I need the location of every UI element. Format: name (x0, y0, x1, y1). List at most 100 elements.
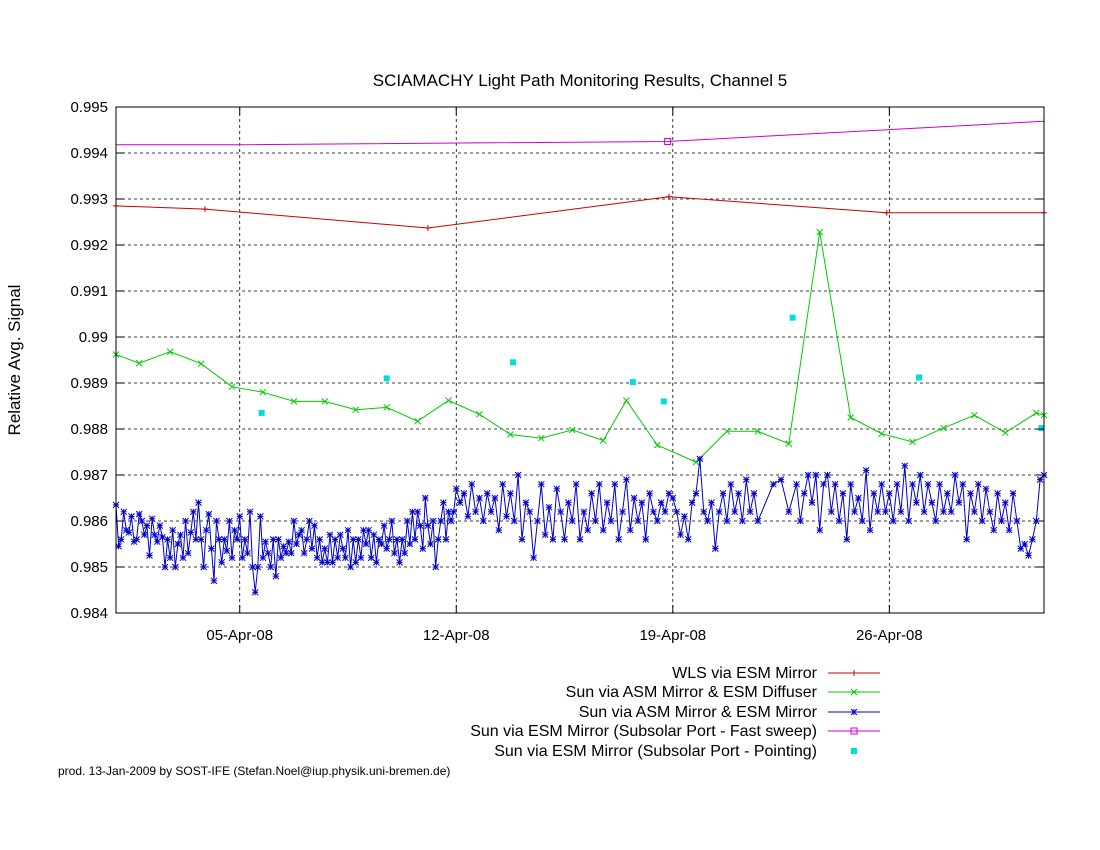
data-point (208, 545, 215, 552)
data-point (901, 462, 909, 470)
series-2 (112, 228, 1048, 466)
data-point (785, 440, 793, 448)
data-point (487, 508, 495, 516)
data-point (403, 517, 411, 525)
data-point (534, 517, 541, 525)
footer-credit: prod. 13-Jan-2009 by SOST-IFE (Stefan.No… (58, 764, 450, 778)
data-point (607, 517, 615, 525)
data-point (460, 490, 468, 497)
data-point (681, 513, 688, 520)
data-point (824, 471, 831, 479)
data-point (507, 490, 514, 497)
data-point (228, 383, 236, 391)
data-point (171, 563, 179, 571)
data-point (424, 522, 432, 529)
data-point (380, 522, 388, 529)
data-point (259, 388, 267, 396)
data-point (262, 538, 269, 546)
data-point (611, 480, 619, 488)
data-point (916, 471, 924, 479)
data-point (1009, 490, 1017, 497)
data-point (141, 531, 148, 539)
y-tick-label: 0.987 (70, 467, 108, 484)
data-point (731, 508, 739, 516)
data-point (660, 398, 667, 405)
data-point (117, 536, 125, 543)
data-point (739, 517, 746, 525)
legend: WLS via ESM Mirror Sun via ASM Mirror & E… (470, 665, 880, 760)
data-point (241, 536, 249, 543)
data-point (388, 517, 396, 525)
data-point (195, 499, 202, 506)
data-point (476, 494, 483, 502)
data-point (300, 549, 308, 557)
data-point (321, 398, 329, 405)
data-point (187, 529, 195, 536)
data-point (967, 490, 974, 497)
data-point (275, 536, 282, 543)
data-point (653, 517, 661, 525)
data-point (334, 554, 342, 562)
data-point (352, 406, 360, 414)
data-point (971, 411, 978, 419)
data-point (479, 517, 487, 525)
data-point (215, 536, 223, 543)
data-point (669, 494, 677, 502)
data-point (862, 467, 870, 474)
legend-label: Sun via ASM Mirror & ESM Diffuser (566, 684, 818, 701)
data-point (360, 526, 367, 534)
data-point (735, 490, 742, 497)
data-point (557, 508, 565, 516)
data-point (192, 536, 200, 543)
data-point (1005, 526, 1013, 534)
data-point (885, 490, 893, 497)
data-point (572, 480, 580, 488)
y-tick-label: 0.995 (70, 99, 108, 116)
series-layer (112, 120, 1048, 596)
data-point (1017, 545, 1025, 552)
data-point (650, 508, 657, 516)
data-point (742, 476, 750, 483)
data-point (205, 510, 213, 518)
data-point (445, 397, 452, 404)
data-point (708, 499, 715, 506)
data-point (677, 531, 684, 539)
data-point (576, 536, 584, 543)
data-point (272, 572, 280, 580)
data-point (785, 508, 793, 516)
data-point (986, 508, 994, 516)
data-point (1021, 540, 1029, 548)
y-axis-label: Relative Avg. Signal (5, 285, 24, 436)
data-point (951, 471, 959, 479)
data-point (839, 490, 847, 497)
data-point (429, 517, 437, 525)
data-point (530, 554, 537, 562)
data-point (692, 490, 700, 497)
data-point (138, 517, 146, 525)
data-point (915, 374, 922, 381)
data-point (565, 499, 572, 506)
data-point (197, 360, 205, 368)
data-point (383, 404, 391, 411)
data-point (851, 670, 857, 676)
series-line (115, 232, 1045, 463)
data-point (200, 563, 207, 571)
data-point (947, 508, 955, 516)
data-point (661, 508, 669, 516)
data-point (537, 434, 545, 442)
data-point (509, 359, 516, 366)
series-5 (258, 314, 1045, 432)
data-point (599, 526, 607, 534)
data-point (1025, 552, 1032, 559)
data-point (932, 517, 940, 525)
data-point (383, 375, 390, 382)
data-point (254, 563, 262, 571)
data-point (715, 508, 723, 516)
data-point (940, 508, 947, 516)
data-point (182, 517, 189, 525)
data-point (213, 517, 220, 525)
series-3 (112, 455, 1048, 596)
data-point (440, 499, 447, 506)
x-tick-label: 12-Apr-08 (423, 627, 490, 644)
